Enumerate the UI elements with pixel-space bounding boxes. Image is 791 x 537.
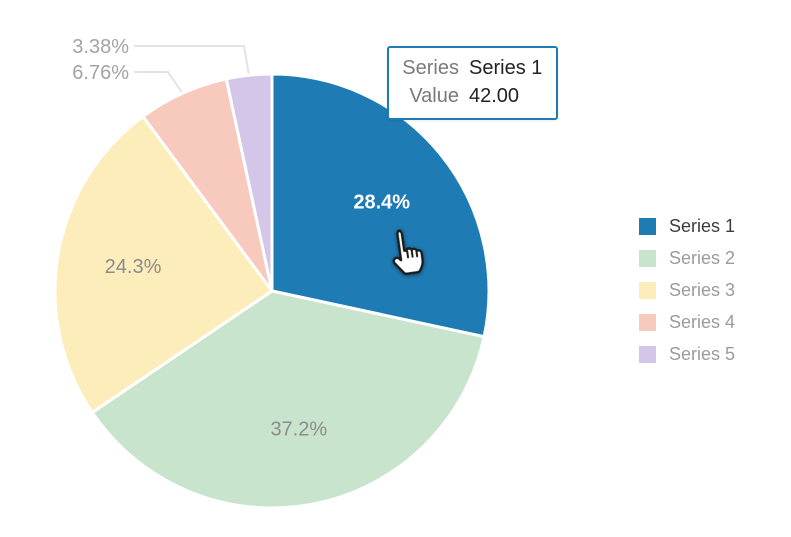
tooltip-series-value: Series 1 xyxy=(469,57,543,79)
pie-slice-series-1[interactable] xyxy=(270,72,491,339)
tooltip-series-label: Series xyxy=(402,57,459,79)
percent-label-series-2: 37.2% xyxy=(270,419,327,441)
legend-label: Series 4 xyxy=(669,311,736,332)
percent-label-series-4: 6.76% xyxy=(72,62,129,84)
legend-label: Series 2 xyxy=(669,247,736,268)
tooltip-value-row: Value 42.00 xyxy=(401,82,544,110)
tooltip-value-label: Value xyxy=(409,85,459,107)
pie-slice-series-3[interactable] xyxy=(53,115,274,414)
leader-line-series-4 xyxy=(134,71,184,94)
legend-item-series-1[interactable]: Series 1 xyxy=(639,210,735,242)
leader-line-series-5 xyxy=(134,45,250,76)
legend-swatch-series-4 xyxy=(639,313,656,331)
legend-swatch-series-5 xyxy=(639,345,656,363)
tooltip: Series Series 1 Value 42.00 xyxy=(387,46,558,120)
legend-label: Series 3 xyxy=(669,279,736,300)
legend-item-series-4[interactable]: Series 4 xyxy=(639,306,735,338)
legend: Series 1 Series 2 Series 3 Series 4 Seri… xyxy=(639,210,735,370)
tooltip-value-value: 42.00 xyxy=(469,85,520,107)
percent-label-series-5: 3.38% xyxy=(72,36,129,58)
percent-label-series-1: 28.4% xyxy=(353,191,410,213)
legend-swatch-series-1 xyxy=(639,217,656,235)
pie-slice-series-2[interactable] xyxy=(90,289,486,510)
tooltip-series-row: Series Series 1 xyxy=(401,54,544,82)
legend-item-series-2[interactable]: Series 2 xyxy=(639,242,735,274)
legend-label: Series 1 xyxy=(669,215,736,236)
legend-item-series-3[interactable]: Series 3 xyxy=(639,274,735,306)
legend-item-series-5[interactable]: Series 5 xyxy=(639,338,735,370)
pie-slice-series-5[interactable] xyxy=(224,72,274,293)
legend-label: Series 5 xyxy=(669,343,736,364)
legend-swatch-series-3 xyxy=(639,281,656,299)
percent-label-series-3: 24.3% xyxy=(105,256,162,278)
legend-swatch-series-2 xyxy=(639,249,656,267)
